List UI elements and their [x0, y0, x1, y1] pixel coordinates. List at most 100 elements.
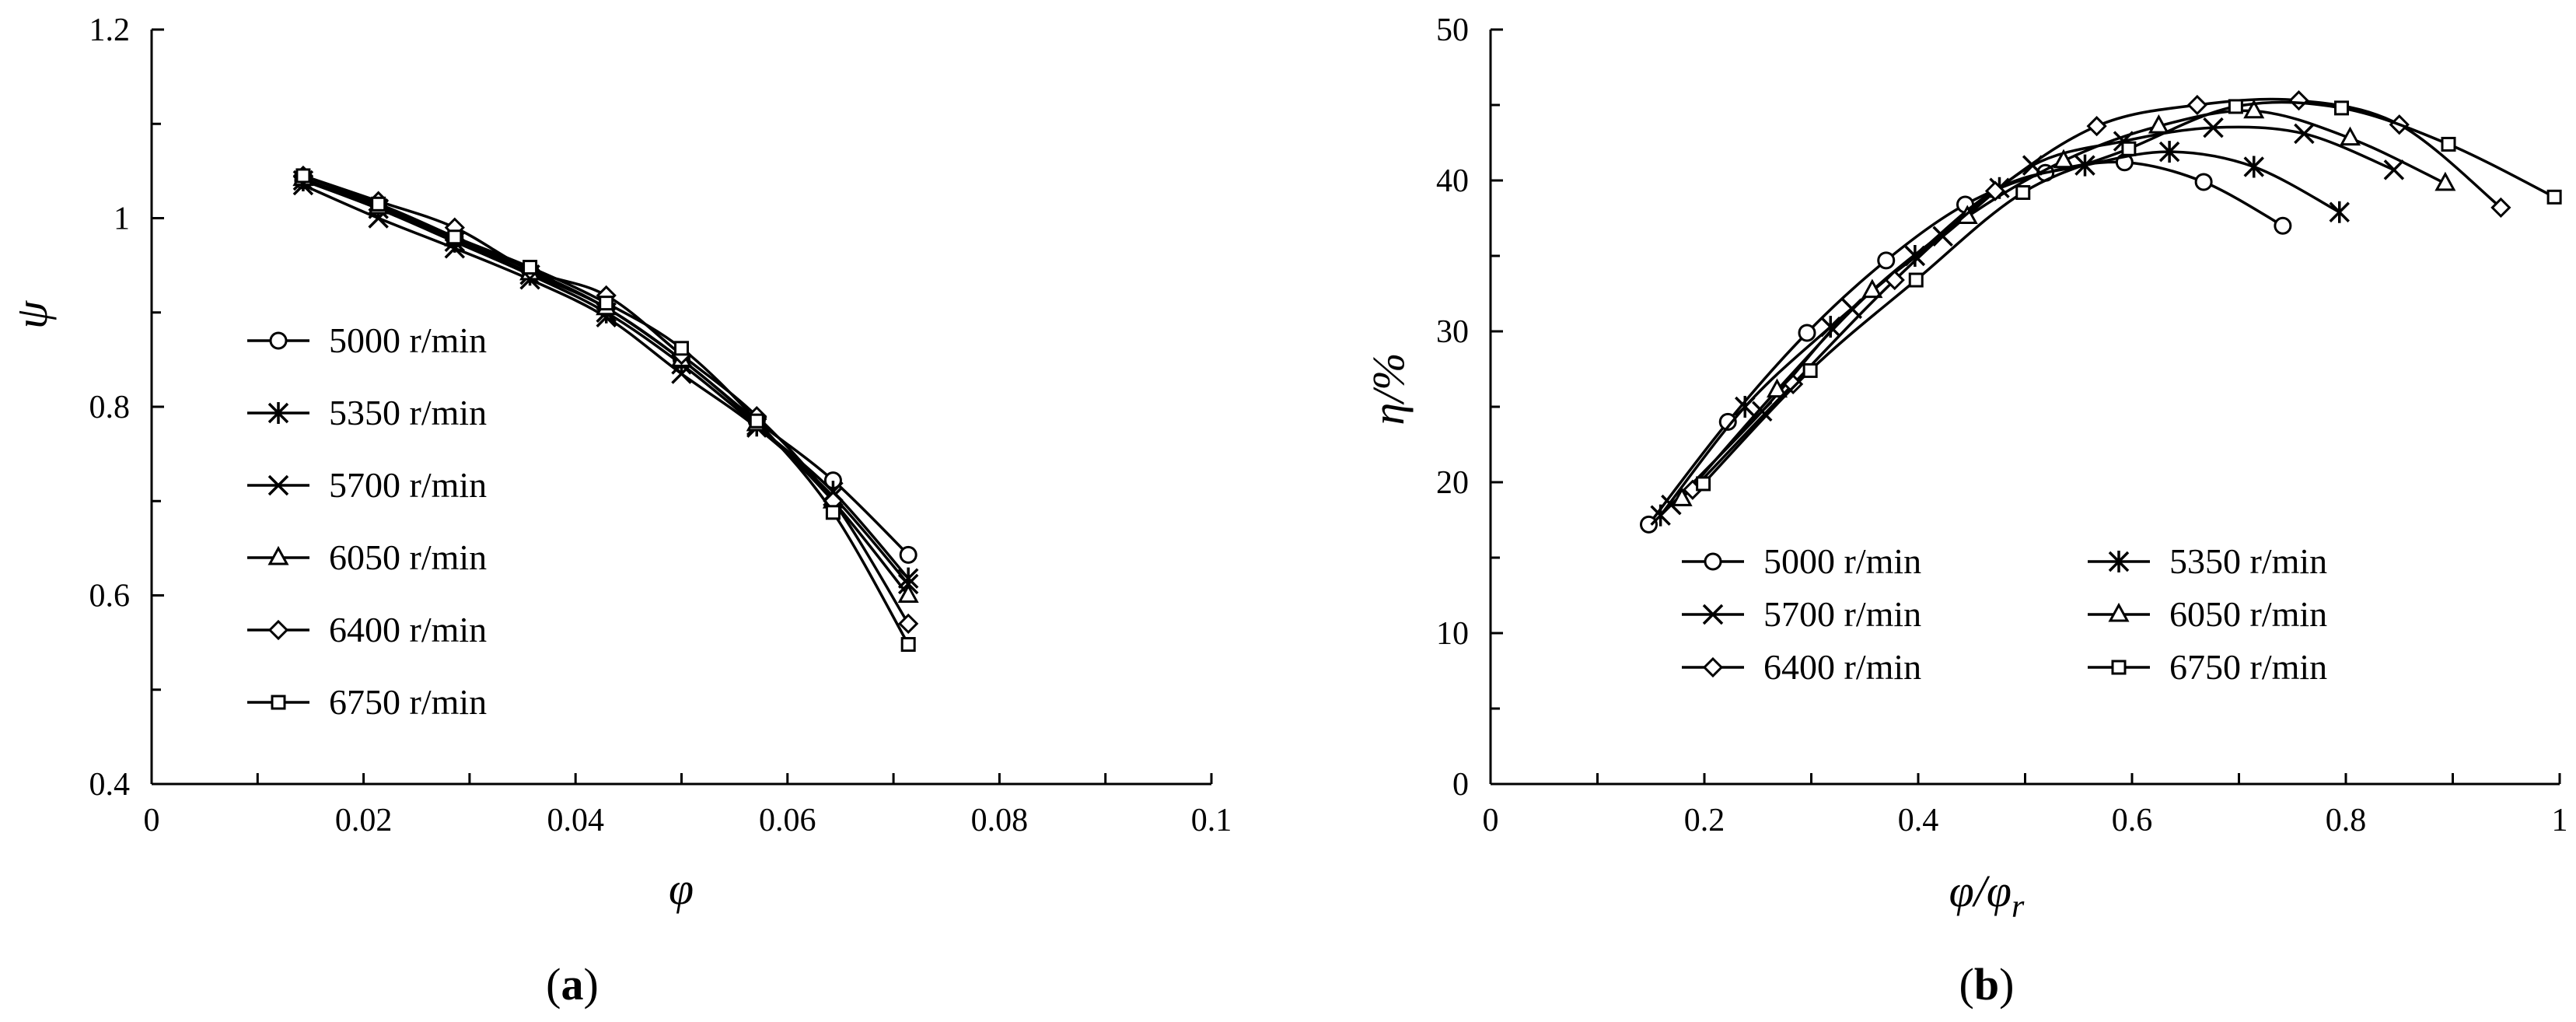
- series-line: [302, 177, 910, 597]
- x-tick-label: 0.04: [547, 803, 604, 838]
- legend-marker: [267, 619, 289, 641]
- series-6050-r-min: [1671, 99, 2456, 506]
- data-point: [1984, 180, 2006, 201]
- y-tick-label: 50: [1436, 12, 1469, 48]
- legend-marker: [1704, 552, 1722, 571]
- x-axis-title-subscript: r: [2012, 889, 2025, 925]
- series-6750-r-min: [1696, 99, 2562, 492]
- data-point: [674, 341, 689, 356]
- legend-entry: 5350 r/min: [247, 393, 487, 432]
- data-point: [749, 413, 764, 429]
- x-tick-label: 0.06: [759, 803, 816, 838]
- legend-marker: [267, 402, 289, 424]
- panel-label: (a): [546, 959, 599, 1010]
- x-tick-label: 0.02: [335, 803, 393, 838]
- x-tick-label: 0.6: [2112, 803, 2153, 838]
- series-line: [302, 179, 910, 579]
- data-point: [2053, 149, 2074, 169]
- x-tick-label: 0.8: [2326, 803, 2367, 838]
- chart-panel-b: 0 0.2 0.4 0.6 0.8 101020304050η/%φ/φr(b)5000 …: [1363, 12, 2568, 1010]
- y-tick-label: 0.6: [89, 579, 131, 614]
- legend-entry: 6400 r/min: [247, 610, 487, 649]
- legend-entry: 5000 r/min: [1682, 541, 1921, 581]
- legend-marker: [269, 331, 288, 350]
- legend-label: 6050 r/min: [329, 537, 487, 577]
- data-point: [523, 260, 538, 275]
- panel-label: (b): [1959, 959, 2015, 1010]
- legend-marker: [1702, 656, 1724, 678]
- legend-label: 5000 r/min: [1763, 541, 1921, 581]
- x-tick-label: 0: [1483, 803, 1499, 838]
- x-axis-title: φ/φr: [1949, 866, 2025, 925]
- panel-label-open-paren: (: [1959, 959, 1974, 1010]
- data-point: [1640, 515, 1658, 534]
- data-point: [2274, 216, 2292, 235]
- legend-marker: [267, 474, 289, 496]
- legend-entry: 6050 r/min: [2088, 594, 2327, 634]
- legend-entry: 6050 r/min: [247, 537, 487, 577]
- data-point: [900, 637, 916, 653]
- data-point: [2148, 114, 2169, 134]
- legend-label: 5350 r/min: [329, 393, 487, 432]
- data-point: [1735, 396, 1756, 418]
- series-line: [1691, 97, 2502, 491]
- data-point: [1798, 324, 1816, 342]
- data-point: [1752, 401, 1773, 422]
- data-point: [2186, 94, 2207, 116]
- data-point: [2490, 197, 2511, 219]
- legend-marker: [271, 695, 286, 710]
- legend-label: 5350 r/min: [2169, 541, 2327, 581]
- legend-entry: 5700 r/min: [247, 465, 487, 505]
- legend-entry: 5000 r/min: [247, 320, 487, 360]
- series-line: [1659, 150, 2340, 516]
- data-point: [2288, 90, 2309, 111]
- legend-label: 6400 r/min: [1763, 647, 1921, 687]
- data-point: [1884, 269, 1905, 291]
- legend-entry: 6750 r/min: [247, 682, 487, 722]
- x-tick-label: 0.1: [1191, 803, 1232, 838]
- legend-label: 6750 r/min: [329, 682, 487, 722]
- y-tick-label: 10: [1436, 616, 1469, 652]
- y-tick-label: 20: [1436, 465, 1469, 501]
- legend-label: 5700 r/min: [329, 465, 487, 505]
- data-point: [1802, 362, 1818, 378]
- data-point: [2383, 159, 2405, 180]
- data-point: [2086, 116, 2107, 137]
- data-point: [1820, 316, 1841, 338]
- legend-marker: [1702, 604, 1724, 625]
- data-point: [2339, 126, 2361, 146]
- data-point: [1861, 278, 1883, 299]
- data-point: [2228, 99, 2243, 114]
- data-point: [2194, 173, 2213, 191]
- x-tick-label: 0.08: [971, 803, 1029, 838]
- panel-label-close-paren: ): [584, 959, 599, 1010]
- data-point: [2434, 171, 2456, 191]
- series-6750-r-min: [295, 168, 916, 653]
- data-point: [1671, 487, 1693, 506]
- legend-label: 5000 r/min: [329, 320, 487, 360]
- y-tick-label: 1: [114, 201, 130, 237]
- y-tick-label: 0.4: [89, 767, 131, 803]
- series-5350-r-min: [1650, 141, 2350, 527]
- data-point: [2294, 123, 2315, 145]
- data-point: [1877, 251, 1896, 270]
- series-6400-r-min: [1682, 90, 2511, 500]
- legend-label: 6750 r/min: [2169, 647, 2327, 687]
- x-axis-title-main: φ/φ: [1949, 866, 2012, 916]
- y-tick-label: 0.8: [89, 390, 131, 425]
- legend-marker: [2108, 602, 2130, 622]
- data-point: [2334, 100, 2349, 116]
- legend-marker: [267, 545, 289, 565]
- data-point: [2158, 141, 2180, 163]
- y-tick-label: 0: [1452, 767, 1469, 803]
- data-point: [2329, 201, 2350, 223]
- data-point: [1696, 476, 1711, 492]
- legend-entry: 6400 r/min: [1682, 647, 1921, 687]
- data-point: [1718, 412, 1737, 431]
- data-point: [671, 363, 692, 384]
- x-tick-label: 0.2: [1684, 803, 1725, 838]
- legend-entry: 6750 r/min: [2088, 647, 2327, 687]
- y-tick-label: 30: [1436, 314, 1469, 350]
- panel-label-open-paren: (: [546, 959, 561, 1010]
- panel-label-letter: b: [1974, 959, 1999, 1010]
